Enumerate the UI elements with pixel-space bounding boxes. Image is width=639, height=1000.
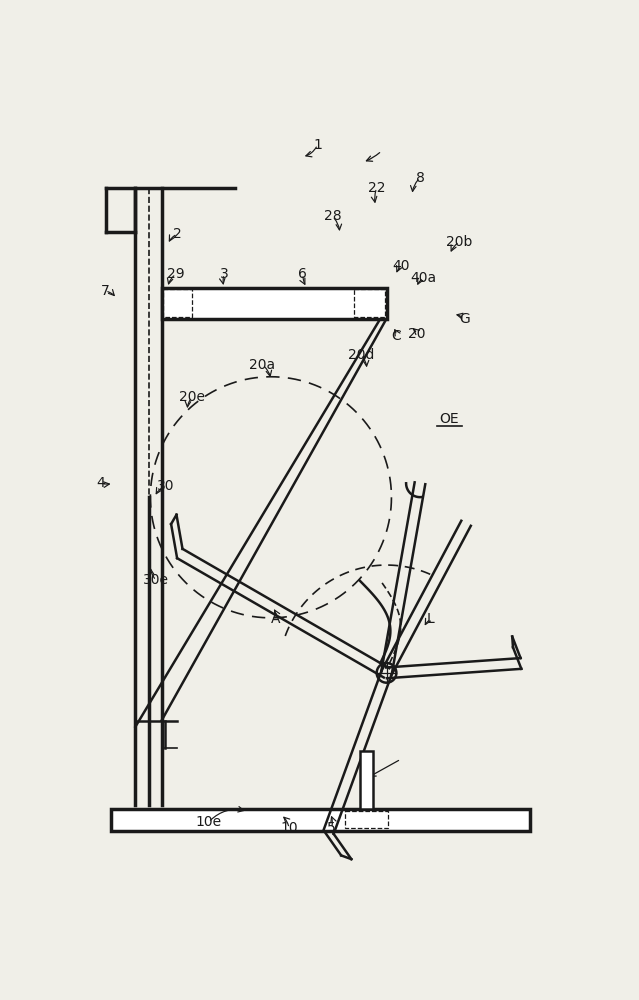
Bar xyxy=(162,288,387,319)
Text: 6: 6 xyxy=(298,267,307,281)
Text: 8: 8 xyxy=(415,171,424,185)
Text: 28: 28 xyxy=(323,209,341,223)
Text: 22: 22 xyxy=(368,181,385,195)
Bar xyxy=(345,811,388,828)
Text: 20e: 20e xyxy=(179,390,205,404)
Text: 40a: 40a xyxy=(410,271,436,285)
Text: A: A xyxy=(271,612,281,626)
Bar xyxy=(360,751,373,809)
Text: 20d: 20d xyxy=(348,348,374,362)
Bar xyxy=(354,289,385,317)
Text: 7: 7 xyxy=(101,284,109,298)
Bar xyxy=(163,289,192,317)
Text: 10: 10 xyxy=(281,821,298,835)
Text: 30e: 30e xyxy=(143,573,169,587)
Text: 20b: 20b xyxy=(446,235,472,249)
Text: 5: 5 xyxy=(327,821,336,835)
Text: 4: 4 xyxy=(96,476,105,490)
Text: C: C xyxy=(392,329,401,343)
Text: 20a: 20a xyxy=(249,358,275,372)
Bar xyxy=(111,809,530,831)
Text: 10e: 10e xyxy=(196,815,222,829)
Text: G: G xyxy=(459,312,470,326)
Text: OE: OE xyxy=(440,412,459,426)
Text: 40: 40 xyxy=(392,259,410,273)
Text: 30: 30 xyxy=(157,479,175,493)
Text: 1: 1 xyxy=(313,138,322,152)
Text: 20: 20 xyxy=(408,327,426,341)
Text: 2: 2 xyxy=(173,227,181,241)
Text: L: L xyxy=(427,612,435,626)
Text: 3: 3 xyxy=(220,267,229,281)
Text: 29: 29 xyxy=(167,267,185,281)
